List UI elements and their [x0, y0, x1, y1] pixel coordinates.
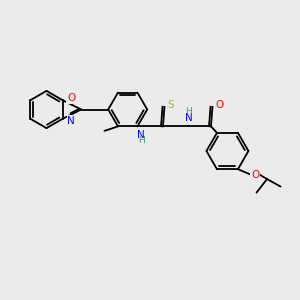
Text: N: N — [68, 116, 75, 126]
Text: S: S — [168, 100, 174, 110]
Text: O: O — [251, 169, 260, 180]
Text: O: O — [215, 100, 223, 110]
Text: O: O — [67, 93, 75, 103]
Text: N: N — [137, 130, 145, 140]
Text: H: H — [185, 107, 192, 116]
Text: H: H — [138, 136, 144, 145]
Text: N: N — [184, 113, 192, 123]
